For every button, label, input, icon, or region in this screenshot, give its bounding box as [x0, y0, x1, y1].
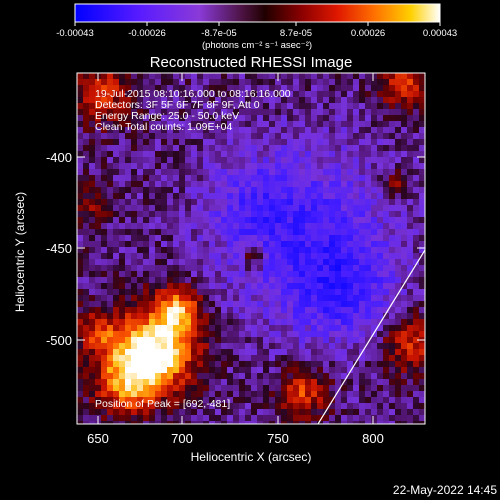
x-tick-label: 700	[171, 431, 193, 446]
y-tick-label: -400	[46, 150, 72, 165]
colorbar-tick-label: 0.00043	[423, 28, 457, 39]
colorbar-tick-label: -0.00026	[128, 28, 166, 39]
colorbar	[74, 3, 441, 23]
x-tick-label: 800	[362, 431, 384, 446]
info-block: 19-Jul-2015 08:10:16.000 to 08:16:16.000…	[95, 88, 291, 133]
y-tick-label: -450	[46, 241, 72, 256]
colorbar-tick-label: -8.7e-05	[201, 28, 236, 39]
colorbar-tick-label: 0.00026	[351, 28, 385, 39]
rhessi-image	[77, 73, 425, 424]
y-axis-label: Heliocentric Y (arcsec)	[13, 192, 27, 312]
info-line: Clean Total counts: 1.09E+04	[95, 121, 232, 133]
info-line: 19-Jul-2015 08:10:16.000 to 08:16:16.000	[95, 88, 291, 100]
colorbar-units: (photons cm⁻² s⁻¹ asec⁻²)	[202, 40, 312, 51]
colorbar-tick-label: 8.7e-05	[280, 28, 312, 39]
info-line: Energy Range: 25.0 - 50.0 keV	[95, 110, 239, 122]
info-line: Detectors: 3F 5F 6F 7F 8F 9F, Att 0	[95, 99, 260, 111]
footer-date: 22-May-2022 14:45	[393, 483, 497, 497]
y-tick-label: -500	[46, 333, 72, 348]
peak-position: Position of Peak = [692,-481]	[95, 398, 230, 410]
colorbar-tick-label: -0.00043	[56, 28, 94, 39]
x-axis-label: Heliocentric X (arcsec)	[191, 450, 312, 464]
axis-ticks	[77, 73, 425, 424]
colorbar-ticks	[74, 22, 441, 26]
plot-title: Reconstructed RHESSI Image	[150, 54, 353, 71]
solar-limb-line	[317, 249, 425, 424]
x-tick-label: 650	[87, 431, 109, 446]
x-tick-label: 750	[267, 431, 289, 446]
